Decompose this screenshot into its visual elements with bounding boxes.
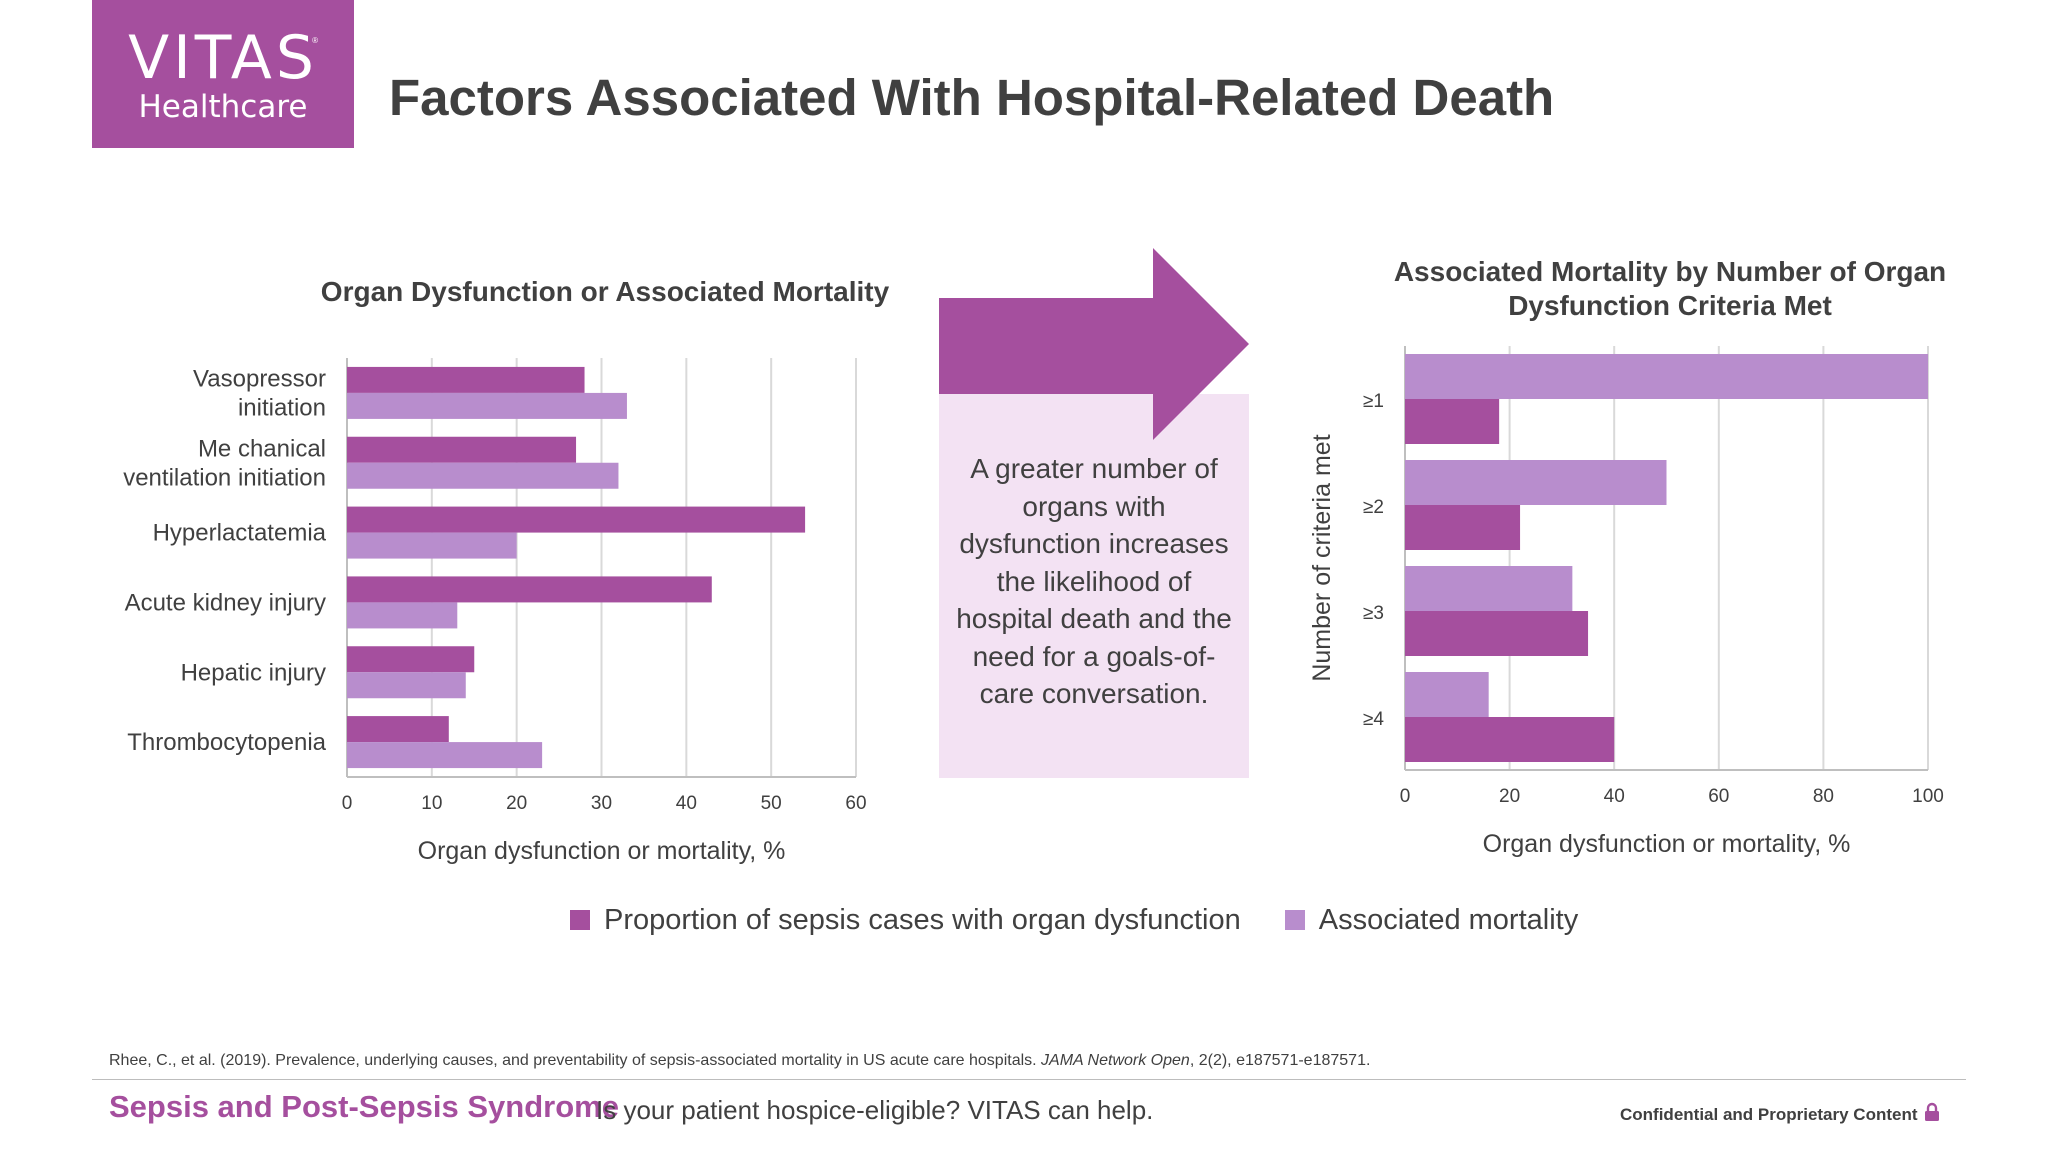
x-tick-label: 40 bbox=[1604, 786, 1625, 807]
bar bbox=[1405, 611, 1589, 656]
x-axis-label: Organ dysfunction or mortality, % bbox=[1483, 830, 1851, 858]
x-tick-label: 30 bbox=[591, 793, 612, 814]
bar bbox=[1405, 460, 1667, 505]
legend-item-dysfunction: Proportion of sepsis cases with organ dy… bbox=[570, 904, 1241, 937]
bar bbox=[347, 742, 543, 769]
x-tick-label: 40 bbox=[676, 793, 697, 814]
callout-background bbox=[939, 394, 1249, 778]
x-tick-label: 20 bbox=[506, 793, 527, 814]
bar bbox=[1405, 399, 1500, 444]
bar bbox=[347, 716, 449, 743]
x-tick-label: 80 bbox=[1813, 786, 1834, 807]
logo-subtitle: Healthcare bbox=[138, 89, 308, 125]
y-axis-label: Number of criteria met bbox=[1308, 434, 1336, 681]
x-tick-label: 60 bbox=[1708, 786, 1729, 807]
x-axis-label: Organ dysfunction or mortality, % bbox=[418, 837, 786, 865]
x-tick-label: 50 bbox=[761, 793, 782, 814]
citation-details: , 2(2), e187571-e187571. bbox=[1189, 1052, 1371, 1069]
bar bbox=[347, 366, 585, 393]
category-label: ≥4 bbox=[1363, 709, 1384, 730]
x-tick-label: 0 bbox=[1400, 786, 1411, 807]
legend-item-mortality: Associated mortality bbox=[1284, 903, 1579, 937]
category-label: ≥1 bbox=[1363, 391, 1384, 412]
citation-journal: JAMA Network Open bbox=[1041, 1052, 1190, 1069]
bar bbox=[1405, 566, 1573, 611]
legend-swatch-dysfunction bbox=[570, 910, 590, 930]
category-label: ventilation initiation bbox=[123, 464, 326, 491]
bar bbox=[347, 646, 475, 673]
legend-swatch-mortality bbox=[1284, 910, 1305, 930]
x-tick-label: 10 bbox=[421, 793, 442, 814]
bar bbox=[347, 576, 712, 603]
legend-label-mortality: Associated mortality bbox=[1318, 903, 1579, 936]
bar bbox=[1405, 505, 1521, 550]
right-arrow-icon bbox=[939, 248, 1249, 440]
x-tick-label: 60 bbox=[845, 793, 866, 814]
category-label: Me chanical bbox=[198, 435, 326, 462]
bar bbox=[1405, 717, 1615, 762]
bar bbox=[347, 506, 806, 533]
arrow-callout bbox=[939, 248, 1249, 778]
category-label: ≥2 bbox=[1363, 497, 1384, 518]
confidential-label: Confidential and Proprietary Content bbox=[1620, 1105, 1918, 1124]
bar bbox=[1405, 672, 1489, 717]
legend-label-dysfunction: Proportion of sepsis cases with organ dy… bbox=[604, 903, 1241, 936]
x-tick-label: 100 bbox=[1912, 786, 1944, 807]
left-chart-title: Organ Dysfunction or Associated Mortalit… bbox=[320, 276, 890, 307]
citation: Rhee, C., et al. (2019). Prevalence, und… bbox=[109, 1052, 1370, 1070]
logo-registered-mark: ® bbox=[312, 36, 318, 45]
bar bbox=[347, 672, 466, 699]
vitas-logo: VITAS ® Healthcare bbox=[92, 0, 354, 148]
logo-wordmark: VITAS bbox=[128, 23, 318, 93]
right-chart-title: Associated Mortality by Number of Organ … bbox=[1393, 256, 1947, 321]
lock-icon bbox=[1925, 1102, 1939, 1121]
category-label: Vasopressor bbox=[193, 365, 326, 392]
category-label: ≥3 bbox=[1363, 603, 1384, 624]
bar bbox=[347, 436, 577, 463]
x-tick-label: 0 bbox=[342, 793, 353, 814]
bar bbox=[347, 462, 619, 489]
citation-authors: Rhee, C., et al. (2019). Prevalence, und… bbox=[109, 1052, 1042, 1069]
callout-text: A greater number of organs with dysfunct… bbox=[956, 453, 1232, 709]
bar bbox=[347, 392, 627, 419]
footer-tagline: Is your patient hospice-eligible? VITAS … bbox=[596, 1095, 1154, 1125]
category-label: Hepatic injury bbox=[181, 659, 326, 686]
bar bbox=[347, 602, 458, 629]
footer-divider bbox=[92, 1079, 1966, 1080]
bar bbox=[347, 532, 517, 559]
bar bbox=[1405, 354, 1928, 399]
footer-brand: Sepsis and Post-Sepsis Syndrome bbox=[109, 1089, 619, 1124]
legend: Proportion of sepsis cases with organ dy… bbox=[570, 902, 1622, 938]
category-label: Thrombocytopenia bbox=[127, 729, 326, 756]
category-label: initiation bbox=[238, 394, 326, 421]
category-label: Hyperlactatemia bbox=[153, 520, 327, 547]
x-tick-label: 20 bbox=[1499, 786, 1520, 807]
page-title: Factors Associated With Hospital-Related… bbox=[389, 69, 1555, 126]
category-label: Acute kidney injury bbox=[125, 589, 326, 616]
